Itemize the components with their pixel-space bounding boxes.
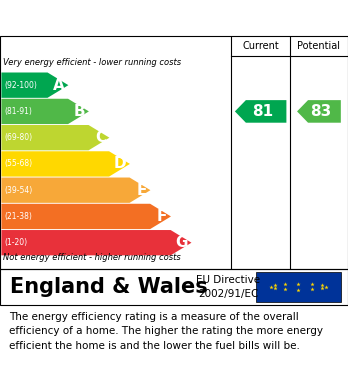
Text: Potential: Potential	[298, 41, 340, 51]
Text: (39-54): (39-54)	[4, 186, 32, 195]
Text: Current: Current	[242, 41, 279, 51]
Text: (69-80): (69-80)	[4, 133, 32, 142]
Polygon shape	[1, 72, 68, 98]
Text: C: C	[95, 130, 106, 145]
Text: F: F	[157, 209, 167, 224]
Polygon shape	[1, 204, 171, 229]
Polygon shape	[1, 125, 109, 150]
Text: D: D	[114, 156, 126, 171]
Text: England & Wales: England & Wales	[10, 277, 208, 297]
Polygon shape	[1, 99, 89, 124]
Text: G: G	[175, 235, 188, 250]
Polygon shape	[1, 178, 150, 203]
Text: (92-100): (92-100)	[4, 81, 37, 90]
Text: Very energy efficient - lower running costs: Very energy efficient - lower running co…	[3, 58, 182, 67]
Text: (55-68): (55-68)	[4, 160, 32, 169]
Text: 81: 81	[252, 104, 273, 119]
Text: The energy efficiency rating is a measure of the overall efficiency of a home. T: The energy efficiency rating is a measur…	[9, 312, 323, 351]
Polygon shape	[1, 230, 191, 255]
Text: A: A	[53, 78, 65, 93]
Text: (1-20): (1-20)	[4, 238, 27, 247]
Text: B: B	[74, 104, 85, 119]
Text: 83: 83	[310, 104, 331, 119]
Text: (21-38): (21-38)	[4, 212, 32, 221]
Text: EU Directive
2002/91/EC: EU Directive 2002/91/EC	[196, 275, 260, 299]
Polygon shape	[235, 100, 286, 123]
Bar	[256, 271, 341, 302]
Text: E: E	[136, 183, 147, 198]
Text: Not energy efficient - higher running costs: Not energy efficient - higher running co…	[3, 253, 181, 262]
Text: (81-91): (81-91)	[4, 107, 32, 116]
Text: Energy Efficiency Rating: Energy Efficiency Rating	[10, 9, 258, 27]
Polygon shape	[1, 151, 130, 177]
Polygon shape	[297, 100, 341, 123]
